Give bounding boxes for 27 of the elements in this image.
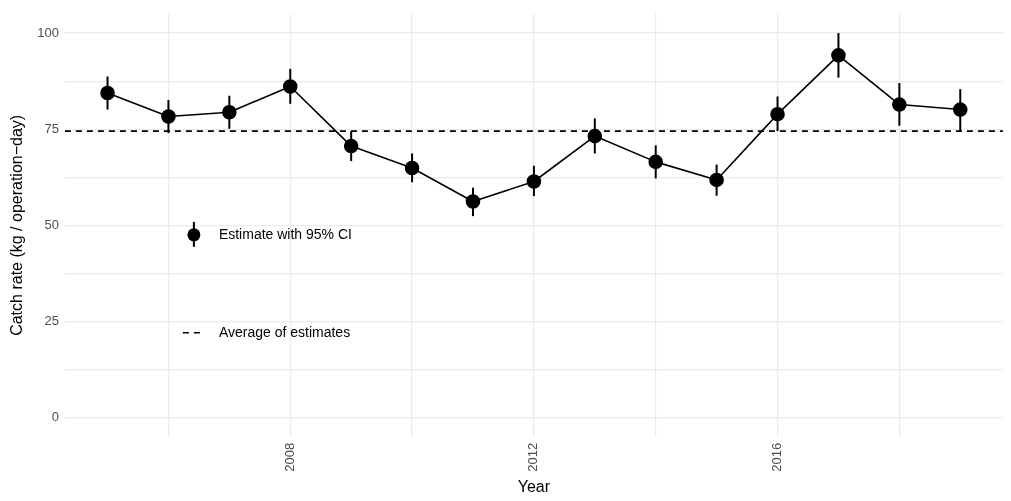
y-tick-label: 0 xyxy=(51,409,59,425)
point xyxy=(709,172,724,188)
point xyxy=(465,194,481,209)
point xyxy=(222,104,237,120)
x-tick-label: 2016 xyxy=(769,442,785,472)
x-axis-title: Year xyxy=(517,477,551,495)
point xyxy=(831,48,846,63)
point xyxy=(343,138,359,154)
point xyxy=(100,85,115,101)
x-tick-label: 2012 xyxy=(525,442,541,472)
point xyxy=(587,128,603,144)
point xyxy=(892,97,907,112)
point xyxy=(526,174,542,189)
point xyxy=(952,102,968,117)
y-tick-label: 100 xyxy=(37,24,59,40)
point xyxy=(648,154,664,170)
point xyxy=(282,79,298,94)
y-tick-label: 75 xyxy=(44,120,59,136)
legend-label: Estimate with 95% CI xyxy=(218,225,352,242)
point xyxy=(404,160,420,176)
point xyxy=(770,106,785,122)
point xyxy=(161,109,176,124)
x-tick-label: 2008 xyxy=(281,442,297,472)
y-tick-label: 50 xyxy=(44,216,59,232)
y-tick-label: 25 xyxy=(44,313,59,329)
legend-label: Average of estimates xyxy=(218,323,351,340)
y-axis-title: Catch rate (kg / operation−day) xyxy=(8,114,26,336)
